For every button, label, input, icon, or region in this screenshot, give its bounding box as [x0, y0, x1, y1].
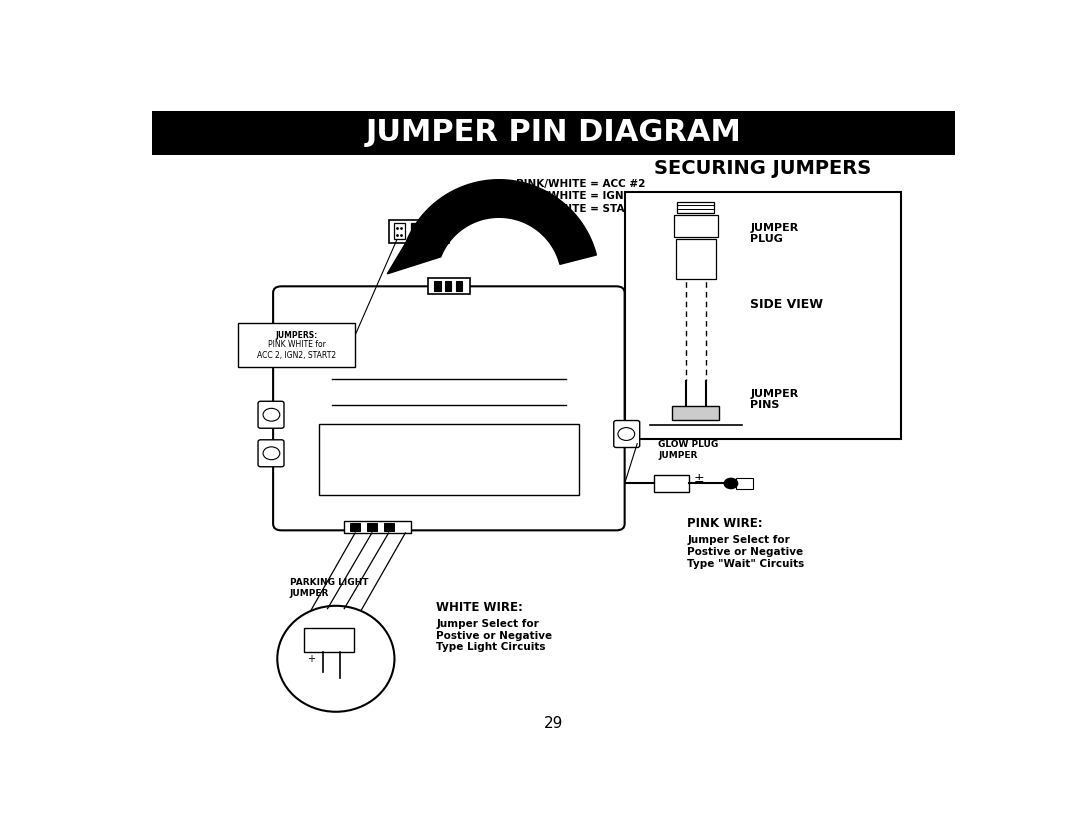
FancyBboxPatch shape [305, 628, 354, 652]
FancyBboxPatch shape [320, 425, 579, 495]
FancyBboxPatch shape [238, 323, 355, 367]
FancyBboxPatch shape [429, 224, 441, 239]
FancyBboxPatch shape [434, 281, 441, 291]
FancyBboxPatch shape [624, 192, 901, 440]
FancyBboxPatch shape [673, 406, 719, 420]
Text: PINK WIRE:: PINK WIRE: [688, 517, 764, 530]
Text: +: + [307, 654, 314, 664]
FancyBboxPatch shape [389, 219, 449, 243]
Text: Jumper Select for
Postive or Negative
Type "Wait" Circuits: Jumper Select for Postive or Negative Ty… [688, 535, 805, 569]
Text: JUMPER
PINS: JUMPER PINS [751, 389, 798, 410]
FancyBboxPatch shape [367, 523, 377, 531]
FancyBboxPatch shape [428, 278, 470, 294]
Circle shape [618, 428, 635, 440]
Text: PINK WHITE for: PINK WHITE for [268, 340, 325, 349]
Text: ACC 2, IGN2, START2: ACC 2, IGN2, START2 [257, 350, 336, 359]
Text: JUMPERS:: JUMPERS: [275, 331, 318, 340]
Text: PINK/WHITE = IGN #2 (DEFAULT): PINK/WHITE = IGN #2 (DEFAULT) [516, 192, 706, 201]
Text: 29: 29 [544, 716, 563, 731]
Text: PINK/WHITE = START #2: PINK/WHITE = START #2 [516, 204, 659, 214]
FancyBboxPatch shape [411, 224, 423, 239]
Text: ±: ± [694, 473, 705, 485]
Text: JUMPER
PLUG: JUMPER PLUG [751, 223, 798, 244]
FancyBboxPatch shape [677, 202, 714, 214]
Text: Jumper Select for
Postive or Negative
Type Light Circuits: Jumper Select for Postive or Negative Ty… [436, 619, 553, 652]
Polygon shape [388, 179, 596, 274]
Text: SECURING JUMPERS: SECURING JUMPERS [654, 159, 872, 178]
FancyBboxPatch shape [393, 224, 405, 239]
Ellipse shape [278, 605, 394, 711]
FancyBboxPatch shape [273, 286, 624, 530]
FancyBboxPatch shape [445, 281, 451, 291]
Text: GLOW PLUG
JUMPER: GLOW PLUG JUMPER [658, 440, 718, 460]
FancyBboxPatch shape [383, 523, 393, 531]
Text: WHITE WIRE:: WHITE WIRE: [436, 601, 523, 614]
FancyBboxPatch shape [350, 523, 360, 531]
Circle shape [264, 447, 280, 460]
FancyBboxPatch shape [613, 420, 639, 448]
FancyBboxPatch shape [735, 479, 753, 489]
FancyBboxPatch shape [258, 401, 284, 428]
Text: JUMPER PIN DIAGRAM: JUMPER PIN DIAGRAM [365, 118, 742, 148]
Text: PARKING LIGHT
JUMPER: PARKING LIGHT JUMPER [289, 578, 368, 598]
Circle shape [725, 479, 738, 489]
Text: PINK/WHITE = ACC #2: PINK/WHITE = ACC #2 [516, 178, 645, 188]
FancyBboxPatch shape [151, 111, 956, 154]
FancyBboxPatch shape [456, 281, 462, 291]
FancyBboxPatch shape [676, 239, 716, 279]
FancyBboxPatch shape [653, 475, 689, 492]
FancyBboxPatch shape [674, 215, 717, 237]
Text: SIDE VIEW: SIDE VIEW [751, 298, 823, 311]
FancyBboxPatch shape [258, 440, 284, 467]
Circle shape [264, 409, 280, 421]
FancyBboxPatch shape [345, 521, 411, 533]
